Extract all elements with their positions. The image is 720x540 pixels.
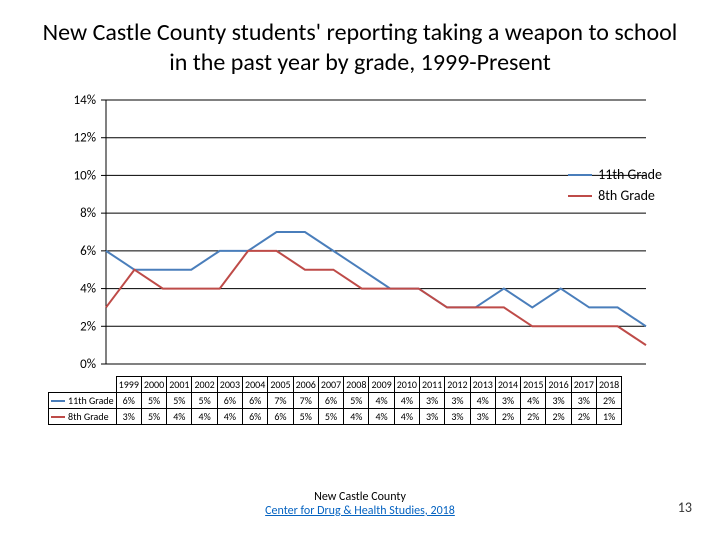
- svg-text:12%: 12%: [74, 131, 96, 146]
- table-value-cell: 4%: [394, 393, 419, 409]
- footer-link[interactable]: Center for Drug & Health Studies, 2018: [265, 504, 455, 518]
- table-series-cell: 8th Grade: [49, 409, 117, 425]
- table-value-cell: 4%: [217, 409, 242, 425]
- table-value-cell: 4%: [192, 409, 217, 425]
- table-value-cell: 3%: [420, 393, 445, 409]
- table-year-cell: 2000: [141, 377, 166, 393]
- svg-text:8%: 8%: [80, 206, 96, 221]
- table-value-cell: 2%: [571, 409, 596, 425]
- table-year-cell: 2012: [445, 377, 470, 393]
- table-value-cell: 2%: [495, 409, 520, 425]
- series-name: 8th Grade: [68, 410, 109, 423]
- legend-item: 8th Grade: [568, 187, 662, 204]
- table-year-cell: 2008: [344, 377, 369, 393]
- legend-item: 11th Grade: [568, 166, 662, 183]
- table-row: 11th Grade6%5%5%5%6%6%7%7%6%5%4%4%3%3%4%…: [49, 393, 622, 409]
- table-year-cell: 2010: [394, 377, 419, 393]
- series-swatch: [51, 400, 65, 402]
- legend-swatch: [568, 174, 592, 176]
- svg-text:14%: 14%: [74, 93, 96, 108]
- line-chart: 0% 2% 4% 6% 8% 10% 12% 14%: [48, 92, 658, 372]
- table-value-cell: 2%: [521, 409, 546, 425]
- table-value-cell: 5%: [344, 393, 369, 409]
- table-value-cell: 4%: [369, 393, 394, 409]
- page-number: 13: [678, 499, 692, 516]
- table-year-cell: 2013: [470, 377, 495, 393]
- legend-swatch: [568, 195, 592, 197]
- table-value-cell: 5%: [293, 409, 318, 425]
- table-year-cell: 2003: [217, 377, 242, 393]
- table-header-row: 1999200020012002200320042005200620072008…: [49, 377, 622, 393]
- table-year-cell: 2005: [268, 377, 293, 393]
- table-value-cell: 5%: [141, 409, 166, 425]
- table-value-cell: 3%: [420, 409, 445, 425]
- table-series-cell: 11th Grade: [49, 393, 117, 409]
- legend-label: 8th Grade: [598, 187, 655, 204]
- legend: 11th Grade 8th Grade: [568, 166, 662, 208]
- table-value-cell: 6%: [243, 393, 268, 409]
- table-year-cell: 2018: [596, 377, 621, 393]
- table-year-cell: 2016: [546, 377, 571, 393]
- table-year-cell: 2011: [420, 377, 445, 393]
- legend-label: 11th Grade: [598, 166, 662, 183]
- table-value-cell: 3%: [571, 393, 596, 409]
- table-value-cell: 3%: [116, 409, 141, 425]
- table-value-cell: 7%: [293, 393, 318, 409]
- table-value-cell: 3%: [445, 393, 470, 409]
- table-value-cell: 4%: [167, 409, 192, 425]
- table-year-cell: 2001: [167, 377, 192, 393]
- table-value-cell: 7%: [268, 393, 293, 409]
- table-value-cell: 1%: [596, 409, 621, 425]
- svg-text:4%: 4%: [80, 282, 96, 297]
- table-year-cell: 2009: [369, 377, 394, 393]
- table-corner-cell: [49, 377, 117, 393]
- table-year-cell: 2007: [318, 377, 343, 393]
- table-value-cell: 2%: [546, 409, 571, 425]
- svg-text:2%: 2%: [80, 319, 96, 334]
- table-value-cell: 3%: [495, 393, 520, 409]
- table-value-cell: 3%: [546, 393, 571, 409]
- table-value-cell: 5%: [318, 409, 343, 425]
- table-value-cell: 4%: [344, 409, 369, 425]
- series-swatch: [51, 416, 65, 418]
- table-value-cell: 5%: [141, 393, 166, 409]
- table-year-cell: 2014: [495, 377, 520, 393]
- table-value-cell: 4%: [394, 409, 419, 425]
- table-year-cell: 2006: [293, 377, 318, 393]
- table-value-cell: 3%: [445, 409, 470, 425]
- chart-title: New Castle County students' reporting ta…: [40, 18, 680, 78]
- table-value-cell: 4%: [521, 393, 546, 409]
- footer: New Castle County Center for Drug & Heal…: [0, 490, 720, 518]
- table-value-cell: 5%: [167, 393, 192, 409]
- table-value-cell: 4%: [470, 393, 495, 409]
- table-year-cell: 1999: [116, 377, 141, 393]
- table-year-cell: 2002: [192, 377, 217, 393]
- table-year-cell: 2015: [521, 377, 546, 393]
- data-table: 1999200020012002200320042005200620072008…: [48, 376, 622, 425]
- table-year-cell: 2004: [243, 377, 268, 393]
- table-value-cell: 6%: [116, 393, 141, 409]
- table-value-cell: 6%: [217, 393, 242, 409]
- chart-container: 0%2%4%6%8%10%12%14% 11th Grade8th Grade …: [48, 92, 658, 425]
- svg-text:0%: 0%: [80, 357, 96, 372]
- series-name: 11th Grade: [68, 394, 114, 407]
- table-value-cell: 4%: [369, 409, 394, 425]
- table-value-cell: 6%: [318, 393, 343, 409]
- footer-line1: New Castle County: [314, 490, 406, 504]
- table-value-cell: 2%: [596, 393, 621, 409]
- table-value-cell: 6%: [268, 409, 293, 425]
- svg-text:6%: 6%: [80, 244, 96, 259]
- svg-text:10%: 10%: [74, 168, 96, 183]
- table-value-cell: 6%: [243, 409, 268, 425]
- table-value-cell: 3%: [470, 409, 495, 425]
- table-value-cell: 5%: [192, 393, 217, 409]
- table-row: 8th Grade3%5%4%4%4%6%6%5%5%4%4%4%3%3%3%2…: [49, 409, 622, 425]
- table-year-cell: 2017: [571, 377, 596, 393]
